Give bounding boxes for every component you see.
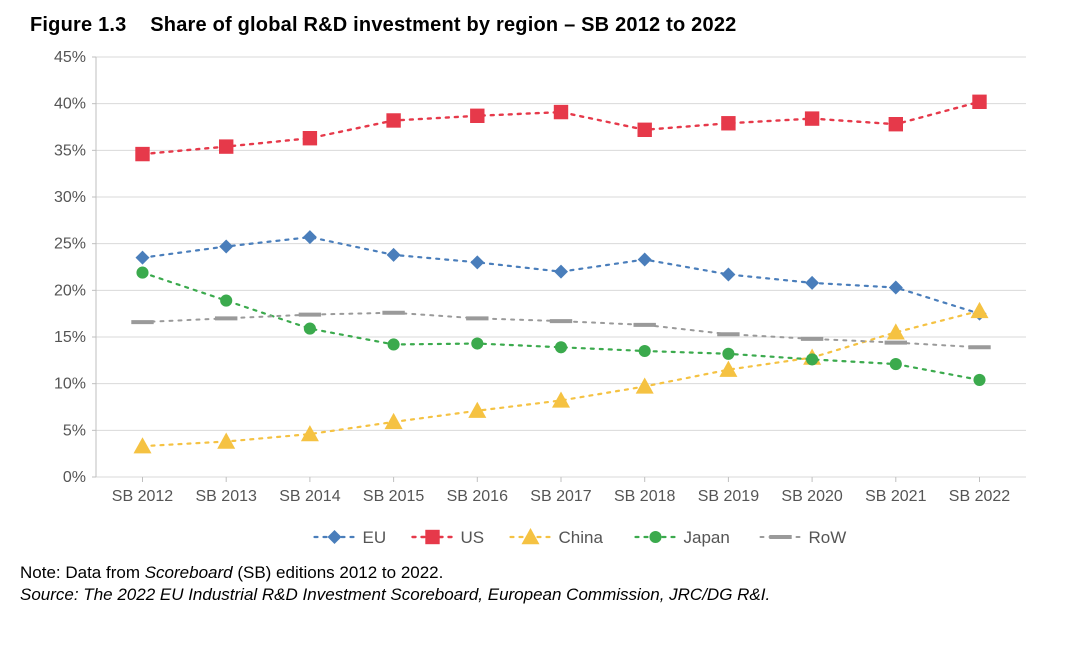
chart: 0% 5% 10% 15% 20% 25% 30% 35% 40% 45% SB 2012 SB 20… bbox=[36, 47, 1036, 557]
series-us bbox=[135, 95, 986, 162]
svg-text:EU: EU bbox=[363, 528, 387, 547]
svg-text:45%: 45% bbox=[54, 49, 86, 66]
svg-text:SB 2013: SB 2013 bbox=[196, 488, 257, 505]
svg-text:SB 2018: SB 2018 bbox=[614, 488, 675, 505]
legend-item-eu: EU bbox=[315, 528, 387, 547]
svg-text:SB 2014: SB 2014 bbox=[279, 488, 340, 505]
svg-text:20%: 20% bbox=[54, 282, 86, 299]
svg-text:SB 2021: SB 2021 bbox=[865, 488, 926, 505]
note-line: Note: Data from Scoreboard (SB) editions… bbox=[20, 563, 1050, 583]
svg-text:SB 2022: SB 2022 bbox=[949, 488, 1010, 505]
svg-text:SB 2019: SB 2019 bbox=[698, 488, 759, 505]
svg-text:US: US bbox=[461, 528, 485, 547]
svg-text:15%: 15% bbox=[54, 329, 86, 346]
svg-text:25%: 25% bbox=[54, 236, 86, 253]
figure-title-text: Share of global R&D investment by region… bbox=[150, 14, 736, 36]
legend-item-us: US bbox=[413, 528, 485, 547]
svg-text:SB 2017: SB 2017 bbox=[530, 488, 591, 505]
note-suffix: (SB) editions 2012 to 2022. bbox=[233, 563, 444, 582]
svg-text:35%: 35% bbox=[54, 142, 86, 159]
figure-title: Figure 1.3 Share of global R&D investmen… bbox=[30, 14, 1050, 37]
svg-text:SB 2020: SB 2020 bbox=[781, 488, 842, 505]
svg-text:SB 2015: SB 2015 bbox=[363, 488, 424, 505]
svg-text:5%: 5% bbox=[63, 422, 86, 439]
chart-svg: 0% 5% 10% 15% 20% 25% 30% 35% 40% 45% SB 2012 SB 20… bbox=[36, 47, 1036, 557]
svg-text:Japan: Japan bbox=[684, 528, 730, 547]
legend-item-row: RoW bbox=[761, 528, 847, 547]
source-line: Source: The 2022 EU Industrial R&D Inves… bbox=[20, 585, 1050, 605]
note-italic: Scoreboard bbox=[145, 563, 233, 582]
svg-text:30%: 30% bbox=[54, 189, 86, 206]
svg-text:China: China bbox=[559, 528, 604, 547]
svg-text:10%: 10% bbox=[54, 376, 86, 393]
svg-text:0%: 0% bbox=[63, 469, 86, 486]
svg-text:SB 2012: SB 2012 bbox=[112, 488, 173, 505]
svg-text:SB 2016: SB 2016 bbox=[447, 488, 508, 505]
legend-item-japan: Japan bbox=[636, 528, 730, 547]
legend-item-china: China bbox=[511, 528, 604, 547]
note-prefix: Note: Data from bbox=[20, 563, 145, 582]
figure-number: Figure 1.3 bbox=[30, 14, 126, 36]
svg-text:40%: 40% bbox=[54, 96, 86, 113]
svg-text:RoW: RoW bbox=[809, 528, 847, 547]
